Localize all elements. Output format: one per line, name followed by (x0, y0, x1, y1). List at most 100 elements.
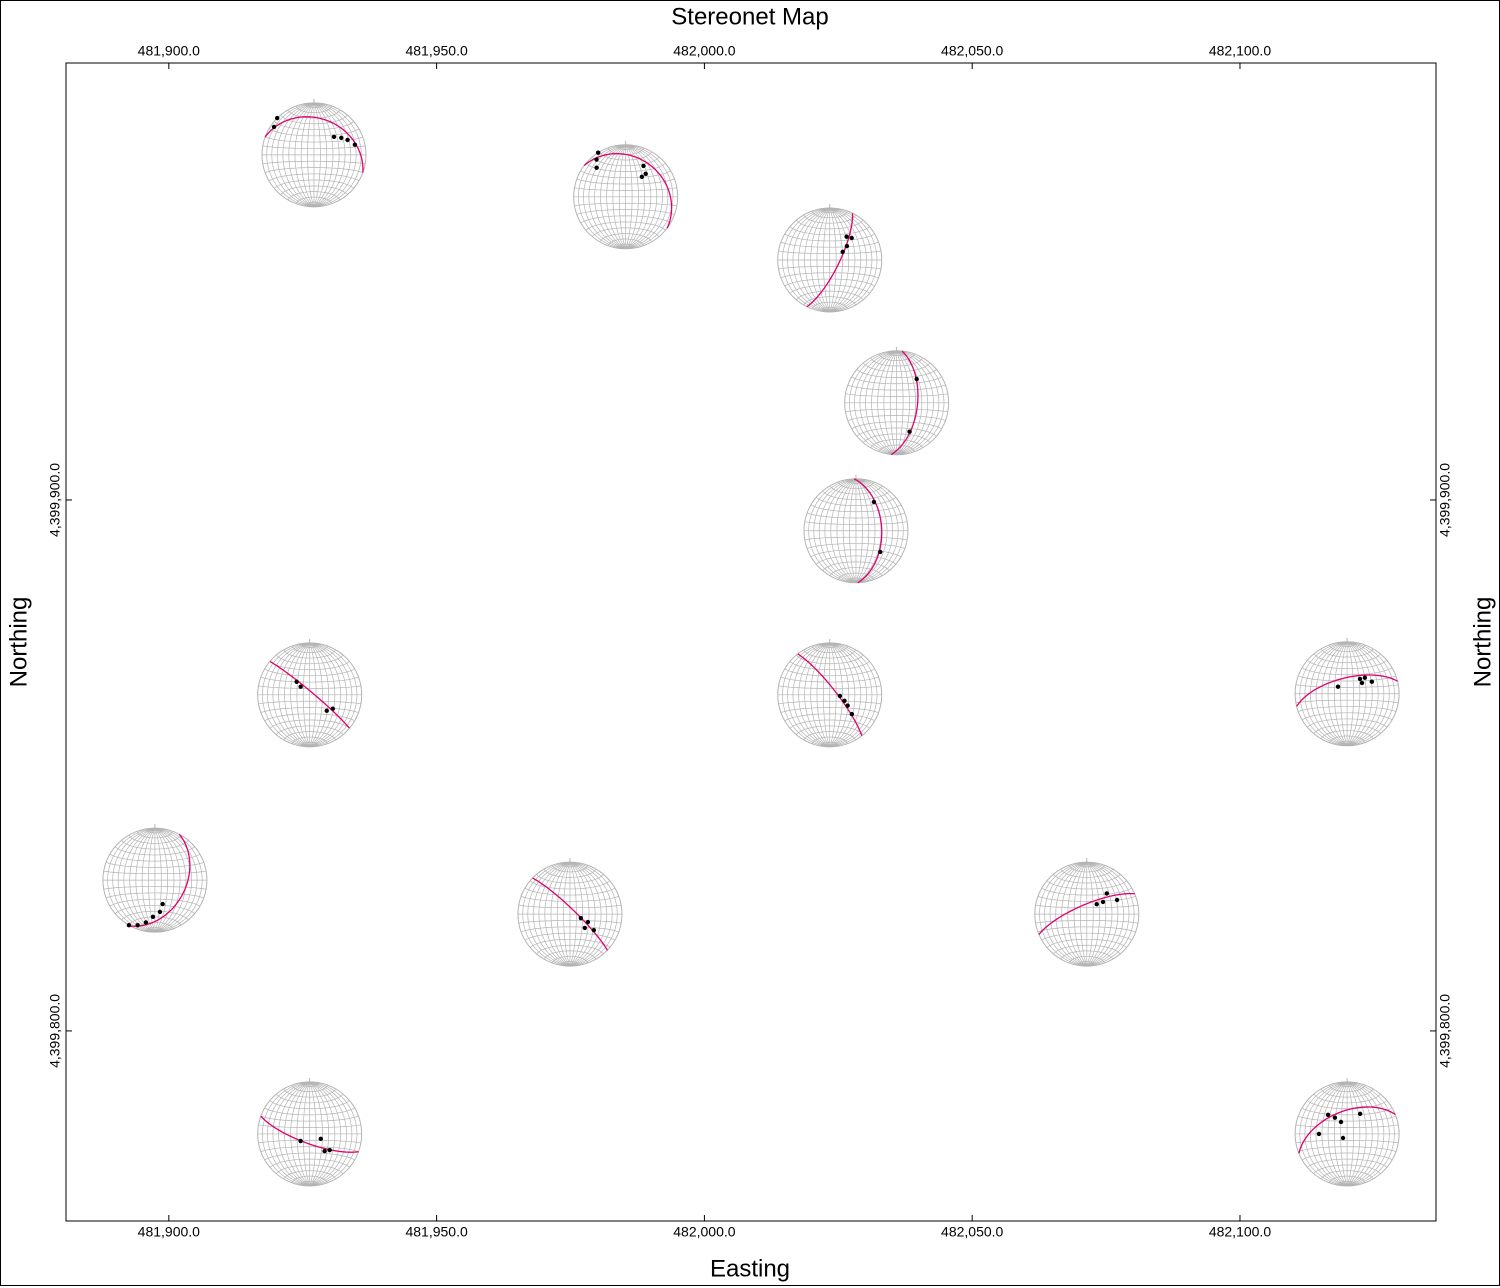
stereonet (257, 1077, 363, 1187)
lineation-point (1114, 897, 1120, 903)
lineation-point (1104, 891, 1109, 896)
stereonet (517, 858, 623, 967)
lineation-point (318, 1136, 323, 1142)
lineation-point (844, 234, 849, 239)
lineation-point (1332, 1115, 1338, 1120)
lineation-point (1335, 684, 1341, 689)
lineation-point (157, 909, 163, 915)
stereonet (257, 638, 363, 748)
lineation-point (330, 706, 335, 711)
great-circle (853, 478, 883, 584)
lineation-point (842, 698, 847, 703)
lineation-point (1338, 1119, 1344, 1125)
lineation-point (1094, 901, 1099, 907)
lineation-point (914, 376, 919, 382)
great-circle (269, 660, 351, 729)
x-tick-label-top: 482,050.0 (941, 43, 1003, 59)
net-graticule (1295, 641, 1400, 747)
great-circle (806, 213, 854, 308)
lineation-point (643, 171, 648, 176)
stereonet (844, 346, 950, 456)
great-circle (797, 653, 863, 737)
great-circle (1298, 1106, 1396, 1154)
x-tick-label-top: 481,900.0 (138, 43, 200, 59)
stereonet (573, 140, 679, 250)
stereonet (777, 638, 883, 748)
lineation-point (1316, 1131, 1322, 1137)
y-axis-title-right: Northing (1469, 597, 1496, 688)
stereonet (803, 474, 909, 584)
lineation-point (298, 684, 303, 689)
stereonet (102, 824, 208, 933)
great-circle (1038, 892, 1135, 935)
net-graticule (777, 642, 882, 748)
lineation-point (143, 920, 149, 925)
lineation-point (1359, 680, 1365, 686)
great-circle (890, 350, 919, 456)
lineation-point (585, 919, 591, 925)
lineation-point (845, 703, 850, 708)
lineation-point (878, 549, 883, 555)
great-circle (264, 116, 364, 173)
lineation-point (907, 429, 912, 434)
net-graticule (102, 827, 207, 933)
x-axis-title: Easting (710, 1255, 790, 1282)
lineation-point (594, 157, 599, 162)
stereonet (1294, 637, 1400, 747)
lineation-point (1100, 899, 1106, 905)
lineation-point (641, 163, 646, 169)
lineation-point (275, 115, 280, 121)
x-tick-label: 481,900.0 (138, 1224, 200, 1240)
y-axis-title: Northing (5, 597, 32, 688)
great-circle (1296, 674, 1398, 707)
x-tick-label-top: 481,950.0 (405, 43, 467, 59)
lineation-point (324, 708, 329, 713)
lineation-point (339, 135, 344, 140)
lineation-point (837, 693, 843, 699)
lineation-point (135, 922, 140, 928)
lineation-point (1325, 1112, 1331, 1118)
lineation-point (294, 679, 299, 685)
lineation-point (150, 914, 156, 920)
net-graticule (257, 642, 362, 748)
lineation-point (639, 174, 645, 179)
lineation-point (271, 124, 277, 130)
net-graticule (803, 478, 908, 584)
net-graticule (777, 207, 882, 313)
lineation-point (844, 243, 850, 249)
lineation-point (578, 915, 583, 921)
x-tick-label: 481,950.0 (405, 1224, 467, 1240)
lineation-point (849, 235, 854, 241)
lineation-point (322, 1148, 327, 1154)
net-graticule (1034, 861, 1139, 967)
x-tick-label: 482,000.0 (673, 1224, 735, 1240)
stereonet (261, 98, 367, 208)
great-circle (260, 1115, 359, 1153)
lineation-point (126, 922, 132, 928)
lineation-point (595, 150, 601, 155)
lineation-point (1369, 679, 1375, 684)
stereonet (1294, 1077, 1400, 1187)
net-graticule (257, 1081, 362, 1187)
lineation-point (840, 249, 845, 255)
x-tick-label-top: 482,000.0 (673, 43, 735, 59)
lineation-point (1357, 1111, 1363, 1117)
great-circle (130, 833, 191, 927)
x-tick-label-top: 482,100.0 (1209, 43, 1271, 59)
plot-frame (65, 62, 1437, 1222)
net-graticule (517, 861, 622, 967)
y-tick-label: 4,399,800.0 (47, 994, 63, 1068)
lineation-point (871, 499, 877, 505)
x-tick-label: 482,050.0 (941, 1224, 1003, 1240)
lineation-point (594, 165, 599, 170)
x-tick-label: 482,100.0 (1209, 1224, 1271, 1240)
lineation-point (298, 1138, 303, 1144)
lineation-point (1362, 675, 1368, 680)
great-circle (583, 153, 673, 229)
lineation-point (160, 901, 165, 907)
lineation-point (345, 137, 350, 143)
lineation-point (331, 134, 337, 140)
